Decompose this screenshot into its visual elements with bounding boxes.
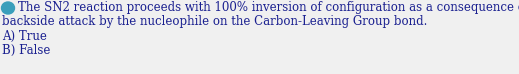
Ellipse shape	[2, 2, 15, 14]
Text: The SN2 reaction proceeds with 100% inversion of configuration as a consequence : The SN2 reaction proceeds with 100% inve…	[18, 1, 519, 15]
Text: B) False: B) False	[2, 44, 50, 57]
Text: A) True: A) True	[2, 30, 47, 42]
Text: backside attack by the nucleophile on the Carbon-Leaving Group bond.: backside attack by the nucleophile on th…	[2, 15, 427, 28]
